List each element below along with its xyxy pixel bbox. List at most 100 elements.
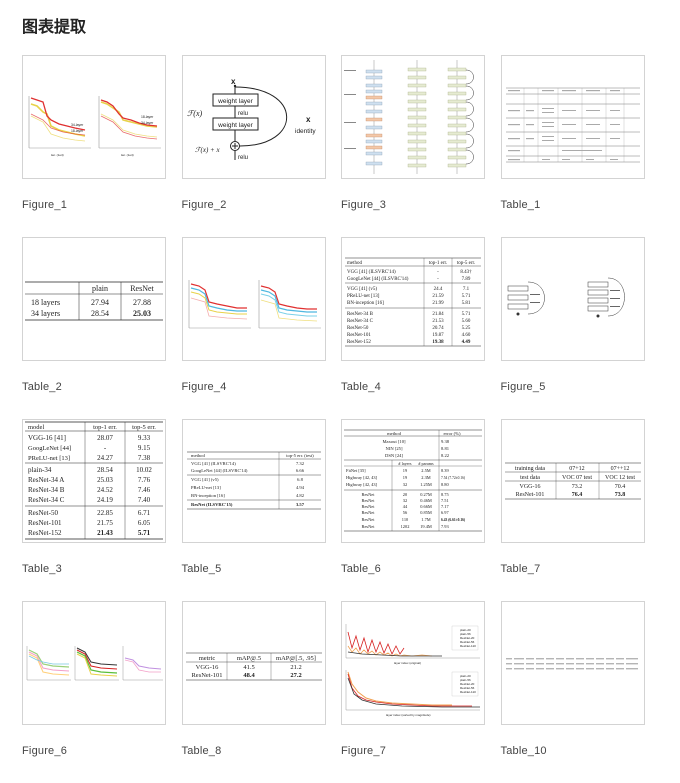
- table-cell: 7.17: [441, 504, 449, 509]
- series-line: [76, 653, 118, 677]
- table-2-thumbnail[interactable]: plain ResNet 18 layers 27.94 27.88 34 la…: [22, 237, 166, 361]
- card-caption: Table_10: [500, 745, 547, 757]
- legend-label: plain-56: [460, 632, 471, 636]
- table-6-thumbnail[interactable]: method error (%) Maxout [10] 9.38 NIN [2…: [341, 419, 485, 543]
- table-cell: 0.46M: [420, 498, 432, 503]
- table-10-thumbnail[interactable]: [500, 601, 645, 725]
- axis-label: iter. (1e4): [121, 153, 134, 157]
- column-header: top-5 err. (test): [286, 453, 314, 458]
- table-cell: NIN [25]: [386, 446, 403, 451]
- table-cell: -: [437, 277, 439, 282]
- figure-7-thumbnail[interactable]: plain-20 plain-56 ResNet-20 ResNet-56 Re…: [341, 601, 485, 725]
- series-line: [28, 651, 70, 672]
- table-cell: GoogLeNet [44] (ILSVRC'14): [191, 468, 248, 473]
- result-card[interactable]: Figure_5: [500, 237, 645, 419]
- result-card[interactable]: plain ResNet 18 layers 27.94 27.88 34 la…: [22, 237, 166, 419]
- table-cell: ResNet: [362, 524, 376, 529]
- figure-1-thumbnail[interactable]: 34-layer 18-layer iter. (1e4) 18-layer 3…: [22, 55, 166, 179]
- series-line: [347, 677, 480, 708]
- series-line: [347, 631, 405, 655]
- table-cell: 3.57: [295, 502, 304, 507]
- table-cell: 20.74: [432, 326, 444, 331]
- figure-5-thumbnail[interactable]: [500, 237, 645, 361]
- figure-2-thumbnail[interactable]: x weight layer relu weight layer ℱ(x) x …: [181, 55, 326, 179]
- table-8-thumbnail[interactable]: metric mAP@.5 mAP@[.5, .95] VGG-16 41.5 …: [181, 601, 326, 725]
- card-caption: Figure_3: [341, 199, 387, 211]
- result-card[interactable]: metric mAP@.5 mAP@[.5, .95] VGG-16 41.5 …: [181, 601, 326, 783]
- table-cell: 1.7M: [421, 517, 430, 522]
- table-cell: 6.97: [441, 510, 449, 515]
- series-line: [347, 645, 433, 657]
- figure-3-thumbnail[interactable]: [341, 55, 485, 179]
- table-cell: 24.4: [434, 287, 443, 292]
- column-header: top-5 err.: [132, 424, 156, 431]
- series-line: [124, 657, 162, 670]
- result-card[interactable]: Figure_6: [22, 601, 166, 783]
- table-cell: ResNet-34 B: [28, 486, 65, 494]
- function-label: ℱ(x): [187, 109, 203, 118]
- series-line: [100, 113, 158, 138]
- column-header: method: [347, 261, 362, 266]
- identity-label: identity: [295, 128, 316, 135]
- table-cell: 8.81: [441, 446, 450, 451]
- result-card[interactable]: method error (%) Maxout [10] 9.38 NIN [2…: [341, 419, 485, 601]
- table-4-thumbnail[interactable]: method top-1 err. top-5 err. VGG [41] (I…: [341, 237, 485, 361]
- legend-label: plain-56: [460, 678, 471, 682]
- result-card[interactable]: plain-20 plain-56 ResNet-20 ResNet-56 Re…: [341, 601, 485, 783]
- table-cell: 6.71: [138, 509, 151, 517]
- table-cell: 0.66M: [420, 504, 432, 509]
- table-5-thumbnail[interactable]: method top-5 err. (test) VGG [41] (ILSVR…: [181, 419, 326, 543]
- table-cell: 0.27M: [420, 492, 432, 497]
- result-card[interactable]: method top-5 err. (test) VGG [41] (ILSVR…: [181, 419, 326, 601]
- table-cell: VGG-16 [41]: [28, 434, 66, 442]
- figure-4-thumbnail[interactable]: [181, 237, 326, 361]
- result-card[interactable]: model top-1 err. top-5 err. VGG-16 [41] …: [22, 419, 166, 601]
- table-3-thumbnail[interactable]: model top-1 err. top-5 err. VGG-16 [41] …: [22, 419, 166, 543]
- table-cell: 6.66: [295, 468, 304, 473]
- table-1-thumbnail[interactable]: [500, 55, 645, 179]
- table-cell: test data: [520, 475, 540, 481]
- table-cell: Highway [42, 43]: [346, 482, 378, 488]
- result-card[interactable]: x weight layer relu weight layer ℱ(x) x …: [181, 55, 326, 237]
- table-cell: ResNet-152: [28, 529, 62, 537]
- table-cell: ResNet-101: [191, 672, 222, 679]
- table-cell: ResNet: [362, 498, 376, 503]
- result-card[interactable]: Figure_4: [181, 237, 326, 419]
- table-cell: 10.02: [136, 466, 152, 474]
- legend-label: 34-layer: [141, 121, 154, 125]
- card-caption: Table_3: [22, 563, 62, 575]
- legend-label: ResNet-110: [460, 690, 476, 694]
- result-card[interactable]: 34-layer 18-layer iter. (1e4) 18-layer 3…: [22, 55, 166, 237]
- result-card[interactable]: method top-1 err. top-5 err. VGG [41] (I…: [341, 237, 485, 419]
- table-cell: 18 layers: [31, 298, 60, 307]
- series-line: [76, 647, 118, 666]
- table-8-preview: metric mAP@.5 mAP@[.5, .95] VGG-16 41.5 …: [185, 652, 322, 681]
- figure-6-thumbnail[interactable]: [22, 601, 166, 725]
- card-caption: Table_1: [500, 199, 541, 211]
- bottleneck-diagram: [507, 277, 625, 318]
- table-cell: 19: [403, 468, 408, 473]
- table-7-thumbnail[interactable]: training data 07+12 07++12 test data VOC…: [500, 419, 645, 543]
- legend-label: ResNet-110: [460, 644, 476, 648]
- table-cell: 25.03: [133, 309, 151, 318]
- result-card[interactable]: Figure_3: [341, 55, 485, 237]
- table-cell: Highway [42, 43]: [346, 475, 378, 481]
- table-1-preview: [505, 87, 640, 163]
- table-cell: 7.38: [138, 454, 151, 462]
- legend-label: ResNet-56: [460, 686, 475, 690]
- page-title: 图表提取: [22, 17, 87, 36]
- table-cell: 73.2: [571, 484, 582, 490]
- result-card[interactable]: Table_10: [500, 601, 645, 783]
- table-cell: 41.5: [243, 664, 254, 671]
- table-cell: ResNet-34 B: [347, 312, 374, 317]
- result-card[interactable]: Table_1: [500, 55, 645, 237]
- series-line: [100, 99, 158, 127]
- legend-label: 34-layer: [71, 123, 84, 127]
- result-card[interactable]: training data 07+12 07++12 test data VOC…: [500, 419, 645, 601]
- column-header: method: [191, 453, 205, 458]
- results-grid: 34-layer 18-layer iter. (1e4) 18-layer 3…: [22, 55, 645, 783]
- card-caption: Figure_6: [22, 745, 68, 757]
- table-cell: 7.54 (7.72±0.16): [441, 476, 466, 480]
- table-cell: DSN [24]: [385, 453, 403, 458]
- table-cell: 2.3M: [421, 475, 430, 480]
